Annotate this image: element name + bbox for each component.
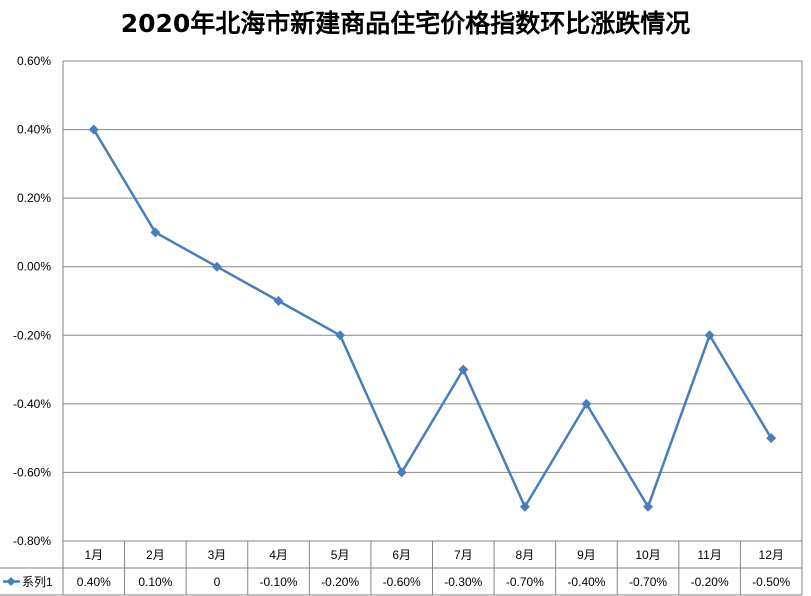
- x-tick-label: 5月: [331, 548, 350, 562]
- data-point: [581, 398, 592, 409]
- legend-label: 系列1: [22, 575, 53, 589]
- x-tick-label: 3月: [208, 548, 227, 562]
- data-point: [704, 330, 715, 341]
- data-point: [211, 261, 222, 272]
- x-tick-label: 9月: [577, 548, 596, 562]
- x-tick-label: 11月: [697, 548, 721, 562]
- x-tick-label: 8月: [516, 548, 535, 562]
- x-tick-label: 10月: [635, 548, 660, 562]
- y-tick-label: -0.60%: [13, 465, 51, 479]
- data-table-value: -0.20%: [321, 575, 359, 589]
- data-point: [335, 330, 346, 341]
- data-table-value: -0.70%: [506, 575, 544, 589]
- data-point: [766, 433, 777, 444]
- x-tick-label: 6月: [392, 548, 411, 562]
- y-tick-label: 0.60%: [17, 54, 51, 68]
- data-table-value: 0.40%: [77, 575, 111, 589]
- chart-title: 2020年北海市新建商品住宅价格指数环比涨跌情况: [120, 9, 691, 38]
- data-point: [273, 296, 284, 306]
- data-table-value: -0.50%: [752, 575, 790, 589]
- data-table-value: -0.10%: [260, 575, 298, 589]
- data-table-value: -0.30%: [444, 575, 482, 589]
- data-point: [88, 124, 99, 135]
- y-tick-label: 0.00%: [17, 260, 51, 274]
- data-point: [643, 501, 654, 512]
- data-table-value: -0.40%: [567, 575, 605, 589]
- legend-marker: [6, 577, 16, 586]
- x-tick-label: 4月: [269, 548, 288, 562]
- data-table-value: 0.10%: [138, 575, 172, 589]
- data-point: [150, 227, 161, 238]
- data-point: [519, 501, 530, 512]
- data-point: [396, 467, 407, 478]
- y-tick-label: -0.80%: [13, 534, 51, 548]
- y-tick-label: 0.20%: [17, 191, 51, 205]
- y-tick-label: -0.40%: [13, 397, 51, 411]
- x-tick-label: 2月: [146, 548, 165, 562]
- data-point: [458, 364, 469, 375]
- series-line: [92, 128, 773, 508]
- data-table-value: -0.20%: [691, 575, 729, 589]
- x-tick-label: 7月: [454, 548, 473, 562]
- data-table-value: 0: [214, 575, 221, 589]
- x-tick-label: 12月: [759, 548, 784, 562]
- x-tick-label: 1月: [84, 548, 103, 562]
- y-tick-label: -0.20%: [13, 328, 51, 342]
- data-table-value: -0.60%: [383, 575, 421, 589]
- data-table-value: -0.70%: [629, 575, 667, 589]
- y-tick-label: 0.40%: [17, 123, 51, 137]
